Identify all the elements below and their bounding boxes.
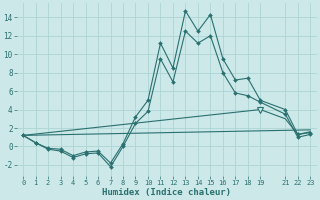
X-axis label: Humidex (Indice chaleur): Humidex (Indice chaleur) [102,188,231,197]
